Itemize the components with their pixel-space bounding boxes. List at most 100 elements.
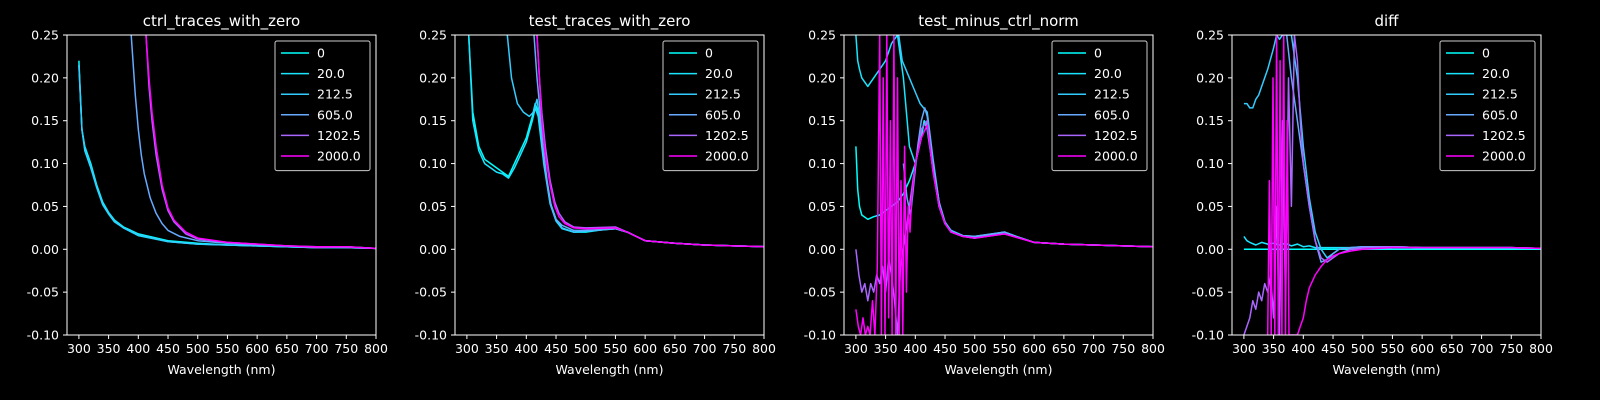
- legend-label: 2000.0: [705, 149, 749, 164]
- y-tick-label: 0.20: [1196, 70, 1224, 85]
- legend-label: 20.0: [317, 66, 345, 81]
- x-tick-label: 400: [514, 341, 538, 356]
- x-tick-label: 500: [186, 341, 210, 356]
- x-tick-label: 300: [1232, 341, 1256, 356]
- legend-label: 212.5: [1094, 87, 1130, 102]
- axes-frame: [1231, 34, 1542, 336]
- y-tick-label: 0.00: [419, 242, 447, 257]
- x-tick-label: 800: [752, 341, 776, 356]
- y-tick-label: 0.00: [1196, 242, 1224, 257]
- x-axis-label: Wavelength (nm): [945, 362, 1053, 377]
- legend: 0 20.0 212.5 605.0 1202.5 2000.0: [662, 40, 759, 172]
- x-tick-label: 700: [1470, 341, 1494, 356]
- y-tick-label: 0.10: [31, 156, 59, 171]
- x-tick-label: 350: [1262, 341, 1286, 356]
- y-tick-label: 0.20: [419, 70, 447, 85]
- legend-label: 20.0: [1482, 66, 1510, 81]
- x-tick-label: 450: [1321, 341, 1345, 356]
- y-tick-label: 0.20: [808, 70, 836, 85]
- x-tick-label: 800: [1529, 341, 1553, 356]
- legend: 0 20.0 212.5 605.0 1202.5 2000.0: [1439, 40, 1536, 172]
- x-tick-label: 600: [1410, 341, 1434, 356]
- chart-title: diff: [1374, 12, 1399, 30]
- y-tick-label: 0.05: [419, 199, 447, 214]
- y-tick-label: -0.05: [415, 285, 447, 300]
- chart-title: test_minus_ctrl_norm: [918, 12, 1079, 31]
- series-line-2000-0: [536, 35, 764, 248]
- x-tick-label: 550: [604, 341, 628, 356]
- chart-panel-0: 300 350 400 450 500 550 600 650 700 750 800 -0.10 -0…: [27, 12, 388, 377]
- x-tick-label: 550: [993, 341, 1017, 356]
- axes-frame: [843, 34, 1154, 336]
- x-tick-label: 400: [1291, 341, 1315, 356]
- legend-label: 1202.5: [1094, 128, 1138, 143]
- y-tick-label: 0.15: [808, 113, 836, 128]
- series-line-1202-5: [1243, 35, 1541, 335]
- legend-label: 1202.5: [317, 128, 361, 143]
- legend-label: 1202.5: [705, 128, 749, 143]
- y-tick-label: -0.05: [1192, 285, 1224, 300]
- x-tick-label: 350: [485, 341, 509, 356]
- y-tick-label: -0.05: [27, 285, 59, 300]
- legend: 0 20.0 212.5 605.0 1202.5 2000.0: [1051, 40, 1148, 172]
- legend-label: 0: [1482, 46, 1490, 61]
- x-tick-label: 700: [693, 341, 717, 356]
- y-tick-label: 0.00: [31, 242, 59, 257]
- x-tick-label: 650: [275, 341, 299, 356]
- x-axis-label: Wavelength (nm): [168, 362, 276, 377]
- legend-label: 2000.0: [1094, 149, 1138, 164]
- x-tick-label: 300: [844, 341, 868, 356]
- y-tick-label: 0.00: [808, 242, 836, 257]
- y-tick-label: -0.10: [804, 328, 836, 343]
- legend-label: 605.0: [1094, 107, 1130, 122]
- legend: 0 20.0 212.5 605.0 1202.5 2000.0: [274, 40, 371, 172]
- x-tick-label: 400: [903, 341, 927, 356]
- series-line-2000-0: [855, 35, 1153, 335]
- x-tick-label: 600: [633, 341, 657, 356]
- x-tick-label: 800: [1141, 341, 1165, 356]
- x-tick-label: 700: [305, 341, 329, 356]
- legend-label: 212.5: [705, 87, 741, 102]
- legend-label: 212.5: [317, 87, 353, 102]
- x-tick-label: 450: [544, 341, 568, 356]
- legend-label: 605.0: [1482, 107, 1518, 122]
- y-tick-label: 0.05: [1196, 199, 1224, 214]
- y-tick-label: -0.05: [804, 285, 836, 300]
- x-tick-label: 500: [963, 341, 987, 356]
- chart-title: test_traces_with_zero: [529, 12, 691, 31]
- y-tick-label: 0.05: [31, 199, 59, 214]
- x-axis-label: Wavelength (nm): [1333, 362, 1441, 377]
- y-tick-label: 0.25: [419, 28, 447, 43]
- legend-label: 0: [317, 46, 325, 61]
- x-tick-label: 500: [1351, 341, 1375, 356]
- y-tick-label: 0.15: [31, 113, 59, 128]
- y-tick-label: 0.10: [419, 156, 447, 171]
- x-tick-label: 750: [334, 341, 358, 356]
- y-tick-label: 0.05: [808, 199, 836, 214]
- y-tick-label: 0.25: [808, 28, 836, 43]
- chart-panel-1: 300 350 400 450 500 550 600 650 700 750 800 -0.10 -0…: [415, 12, 776, 377]
- plot-area: [1243, 35, 1541, 335]
- x-tick-label: 550: [1381, 341, 1405, 356]
- y-tick-label: -0.10: [27, 328, 59, 343]
- legend-label: 605.0: [317, 107, 353, 122]
- plot-area: [78, 35, 376, 250]
- x-tick-label: 750: [1499, 341, 1523, 356]
- legend-label: 2000.0: [1482, 149, 1526, 164]
- axes-frame: [454, 34, 765, 336]
- x-tick-label: 600: [245, 341, 269, 356]
- x-tick-label: 750: [1111, 341, 1135, 356]
- chart-title: ctrl_traces_with_zero: [143, 12, 300, 31]
- chart-panel-3: 300 350 400 450 500 550 600 650 700 750 800 -0.10 -0…: [1192, 12, 1553, 377]
- legend-label: 605.0: [705, 107, 741, 122]
- legend-label: 0: [1094, 46, 1102, 61]
- x-tick-label: 550: [216, 341, 240, 356]
- x-tick-label: 800: [364, 341, 388, 356]
- legend-label: 20.0: [1094, 66, 1122, 81]
- x-tick-label: 400: [126, 341, 150, 356]
- x-tick-label: 350: [97, 341, 121, 356]
- x-tick-label: 500: [574, 341, 598, 356]
- y-tick-label: 0.10: [1196, 156, 1224, 171]
- legend-label: 212.5: [1482, 87, 1518, 102]
